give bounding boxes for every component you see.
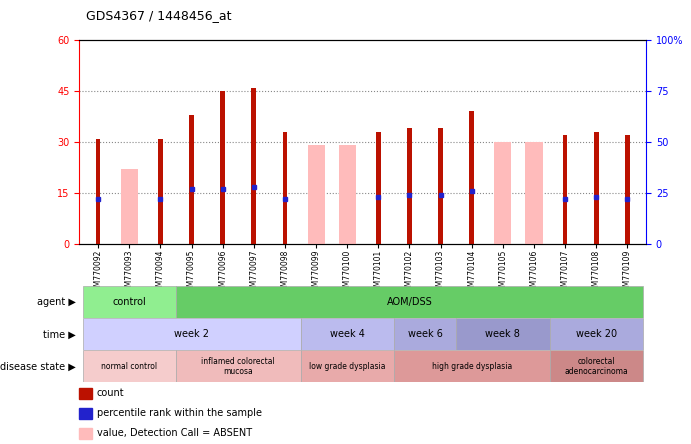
- Bar: [376, 132, 381, 244]
- Bar: [549, 350, 643, 382]
- Bar: [283, 132, 287, 244]
- Bar: [307, 173, 325, 244]
- Bar: [83, 318, 301, 350]
- Bar: [525, 142, 542, 244]
- Bar: [438, 128, 443, 244]
- Bar: [307, 146, 325, 244]
- Bar: [121, 190, 138, 244]
- Text: colorectal
adenocarcinoma: colorectal adenocarcinoma: [565, 357, 628, 376]
- Bar: [525, 169, 542, 244]
- Text: percentile rank within the sample: percentile rank within the sample: [97, 408, 262, 418]
- Bar: [456, 318, 549, 350]
- Bar: [176, 286, 643, 318]
- Text: week 2: week 2: [174, 329, 209, 339]
- Text: week 4: week 4: [330, 329, 365, 339]
- Bar: [301, 318, 394, 350]
- Text: low grade dysplasia: low grade dysplasia: [309, 362, 386, 371]
- Text: week 20: week 20: [576, 329, 617, 339]
- Text: disease state ▶: disease state ▶: [0, 361, 76, 371]
- Bar: [549, 318, 643, 350]
- Text: value, Detection Call = ABSENT: value, Detection Call = ABSENT: [97, 428, 252, 438]
- Bar: [83, 350, 176, 382]
- Bar: [301, 350, 394, 382]
- Bar: [158, 139, 163, 244]
- Bar: [339, 146, 356, 244]
- Text: agent ▶: agent ▶: [37, 297, 76, 307]
- Bar: [562, 135, 567, 244]
- Bar: [220, 91, 225, 244]
- Bar: [394, 350, 549, 382]
- Bar: [625, 135, 630, 244]
- Bar: [96, 139, 100, 244]
- Text: GDS4367 / 1448456_at: GDS4367 / 1448456_at: [86, 9, 232, 22]
- Bar: [339, 173, 356, 244]
- Text: week 6: week 6: [408, 329, 442, 339]
- Bar: [394, 318, 456, 350]
- Text: AOM/DSS: AOM/DSS: [386, 297, 433, 307]
- Bar: [189, 115, 194, 244]
- Text: inflamed colorectal
mucosa: inflamed colorectal mucosa: [201, 357, 275, 376]
- Bar: [594, 132, 598, 244]
- Bar: [121, 169, 138, 244]
- Text: control: control: [113, 297, 146, 307]
- Text: high grade dysplasia: high grade dysplasia: [432, 362, 512, 371]
- Text: week 8: week 8: [486, 329, 520, 339]
- Bar: [407, 128, 412, 244]
- Text: count: count: [97, 388, 124, 398]
- Bar: [252, 87, 256, 244]
- Bar: [469, 111, 474, 244]
- Bar: [494, 142, 511, 244]
- Bar: [176, 350, 301, 382]
- Bar: [83, 286, 176, 318]
- Text: time ▶: time ▶: [44, 329, 76, 339]
- Text: normal control: normal control: [101, 362, 158, 371]
